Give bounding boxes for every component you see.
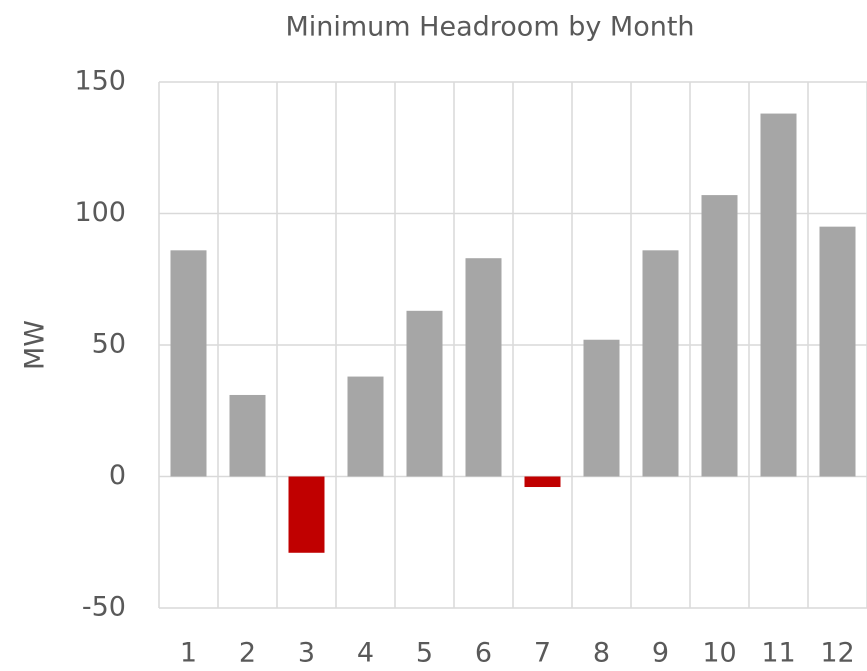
- bar: [524, 476, 561, 488]
- x-tick-label: 2: [239, 638, 256, 669]
- bar: [229, 394, 266, 477]
- x-tick-label: 1: [180, 638, 197, 669]
- x-tick-label: 7: [534, 638, 551, 669]
- y-axis-label: MW: [20, 320, 51, 370]
- bar: [819, 226, 856, 477]
- x-tick-label: 6: [475, 638, 492, 669]
- y-tick-label: 150: [74, 66, 126, 97]
- chart-title: Minimum Headroom by Month: [285, 12, 694, 43]
- bar: [288, 476, 325, 553]
- y-tick-label: 0: [109, 460, 126, 491]
- x-tick-label: 12: [820, 638, 854, 669]
- y-tick-label: 50: [92, 329, 126, 360]
- bar: [701, 195, 738, 477]
- y-tick-label: -50: [82, 592, 126, 623]
- bar: [347, 376, 384, 477]
- bar: [170, 250, 207, 477]
- bar: [406, 310, 443, 477]
- y-tick-label: 100: [74, 197, 126, 228]
- x-tick-label: 9: [652, 638, 669, 669]
- bar: [465, 258, 502, 477]
- bar: [760, 113, 797, 477]
- x-tick-label: 3: [298, 638, 315, 669]
- x-tick-label: 4: [357, 638, 374, 669]
- x-tick-label: 10: [702, 638, 736, 669]
- bar: [642, 250, 679, 477]
- x-tick-label: 8: [593, 638, 610, 669]
- x-tick-label: 11: [761, 638, 795, 669]
- x-tick-label: 5: [416, 638, 433, 669]
- bar: [583, 339, 620, 477]
